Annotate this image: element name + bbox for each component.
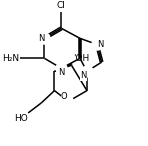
Text: 'OH: 'OH — [73, 54, 89, 63]
Text: N: N — [38, 34, 44, 43]
Text: O: O — [61, 92, 68, 101]
Text: N: N — [97, 40, 103, 49]
Text: Cl: Cl — [57, 1, 66, 10]
Text: N: N — [58, 68, 65, 77]
Text: HO: HO — [14, 114, 27, 123]
Text: N: N — [81, 71, 87, 80]
Text: H₂N: H₂N — [2, 54, 19, 63]
